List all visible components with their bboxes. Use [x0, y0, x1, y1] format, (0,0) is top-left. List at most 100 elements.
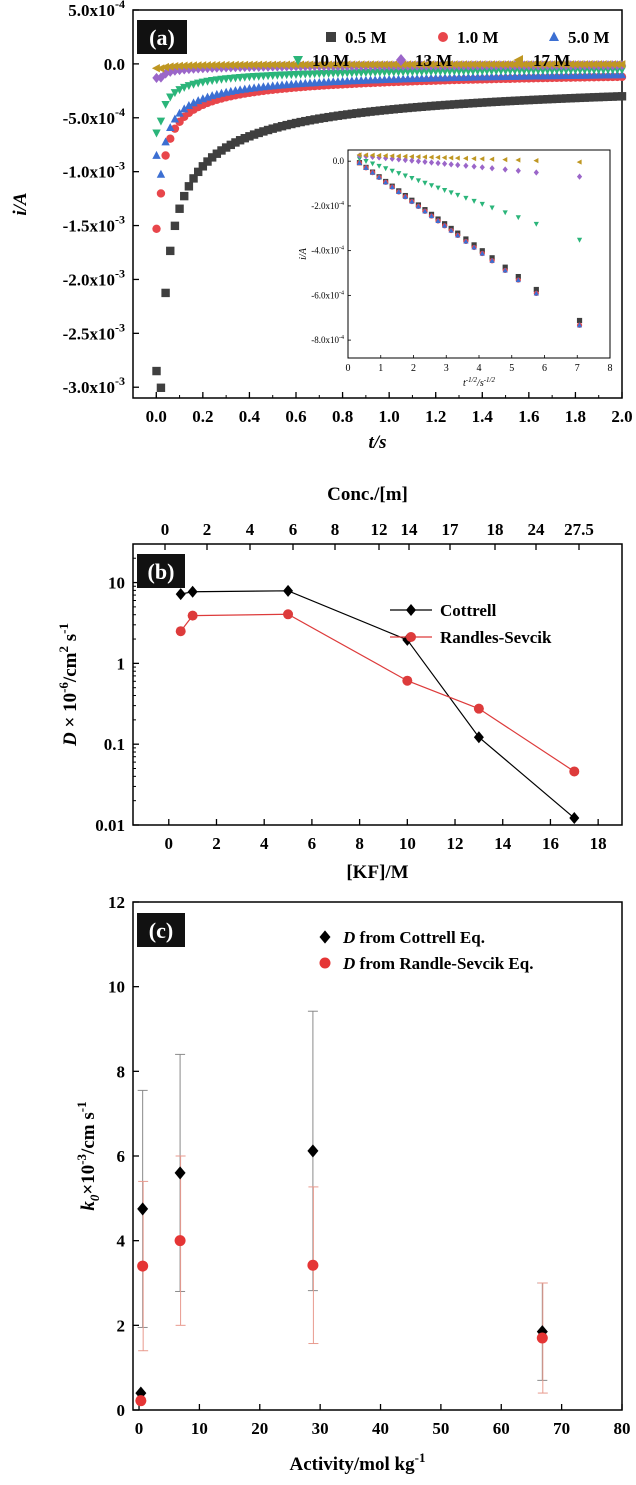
inset-data-point — [455, 192, 461, 198]
data-point — [187, 610, 198, 621]
inset-data-point — [435, 154, 441, 161]
data-point — [542, 60, 551, 69]
data-point — [277, 122, 287, 131]
inset-data-point — [409, 198, 415, 204]
legend-marker — [406, 632, 416, 642]
data-point — [594, 60, 603, 69]
data-point — [226, 60, 235, 70]
x-tick-label: 0.8 — [332, 407, 353, 426]
data-point — [547, 94, 557, 104]
top-tick-label: 0 — [161, 520, 170, 539]
inset-data-point — [479, 201, 485, 207]
data-point — [431, 60, 440, 69]
inset-data-point — [576, 173, 583, 180]
data-point — [161, 151, 170, 160]
series-line — [180, 590, 575, 819]
data-point — [194, 167, 203, 177]
inset-data-point — [435, 185, 441, 191]
data-point — [426, 101, 436, 111]
data-point — [175, 626, 186, 637]
data-point — [506, 96, 515, 106]
data-point — [375, 60, 384, 69]
data-point — [286, 60, 295, 69]
inset-y-tick-label: -2.0x10-4 — [311, 201, 344, 211]
data-point — [301, 116, 310, 126]
inset-data-point — [448, 227, 454, 233]
top-tick-label: 2 — [203, 520, 212, 539]
data-point — [468, 98, 478, 108]
data-point — [245, 132, 254, 141]
data-point — [496, 97, 506, 106]
inset-x-tick-label: 5 — [509, 363, 514, 374]
x-tick-label: 1.8 — [565, 407, 586, 426]
inset-data-point — [435, 218, 441, 223]
series-5-0-M — [152, 70, 627, 178]
inset-data-point — [515, 277, 521, 283]
data-point — [324, 112, 333, 122]
data-point — [459, 60, 468, 69]
data-point — [412, 102, 422, 112]
data-point — [244, 60, 253, 70]
data-point — [608, 60, 617, 69]
x-tick-label: 0 — [135, 1419, 144, 1438]
data-point — [170, 61, 179, 71]
data-point — [403, 103, 412, 113]
inset-data-point — [489, 205, 495, 211]
y-tick-label: -2.0x10-3 — [63, 266, 125, 289]
legend-label: 5.0 M — [568, 28, 610, 47]
plot-frame — [132, 9, 623, 399]
inset-data-point — [502, 157, 508, 163]
legend-marker — [326, 32, 336, 42]
data-point — [315, 114, 324, 123]
data-point — [496, 60, 505, 69]
inset-data-point — [479, 250, 485, 256]
inset-data-point — [441, 155, 447, 161]
inset-data-point — [415, 178, 422, 184]
data-point — [347, 60, 356, 69]
y-tick-label: 1 — [117, 654, 126, 673]
inset-data-point — [489, 257, 495, 263]
y-tick-label: -1.0x10-3 — [63, 159, 125, 182]
data-point — [166, 123, 175, 132]
inset-data-point — [415, 154, 421, 160]
inset-data-point — [471, 163, 477, 170]
data-point — [170, 89, 180, 98]
data-point — [307, 1259, 319, 1271]
data-point — [174, 61, 183, 71]
data-point — [445, 100, 454, 109]
legend-marker — [396, 54, 406, 66]
data-point — [230, 60, 239, 70]
data-point — [552, 94, 561, 104]
y-tick-label: 8 — [117, 1062, 126, 1081]
inset-data-point — [479, 164, 485, 171]
data-point — [198, 61, 207, 70]
inset-data-point — [395, 153, 401, 159]
data-point — [520, 96, 529, 105]
series-randles-sevcik — [175, 609, 580, 777]
data-point — [161, 100, 170, 109]
data-point — [608, 92, 617, 101]
inset-y-tick-label: -8.0x10-4 — [311, 335, 344, 345]
inset-data-point — [363, 159, 369, 164]
inset-x-tick-label: 4 — [477, 363, 482, 374]
data-point — [338, 110, 347, 120]
inset-data-point — [422, 208, 428, 214]
data-point — [445, 60, 454, 69]
data-point — [571, 93, 580, 103]
inset-data-point — [383, 166, 389, 172]
data-point — [258, 60, 267, 70]
data-point — [468, 60, 477, 69]
data-point — [174, 1235, 186, 1247]
inset-data-point — [428, 154, 434, 160]
data-point — [179, 61, 188, 70]
data-point — [240, 60, 249, 70]
data-point — [180, 83, 189, 92]
data-point — [422, 102, 431, 111]
data-point — [486, 60, 495, 69]
data-point — [189, 98, 198, 107]
data-point — [184, 182, 194, 191]
y-tick-label: -1.5x10-3 — [63, 213, 125, 236]
data-point — [491, 60, 500, 69]
inset-data-point — [489, 165, 495, 172]
data-point — [333, 60, 342, 69]
